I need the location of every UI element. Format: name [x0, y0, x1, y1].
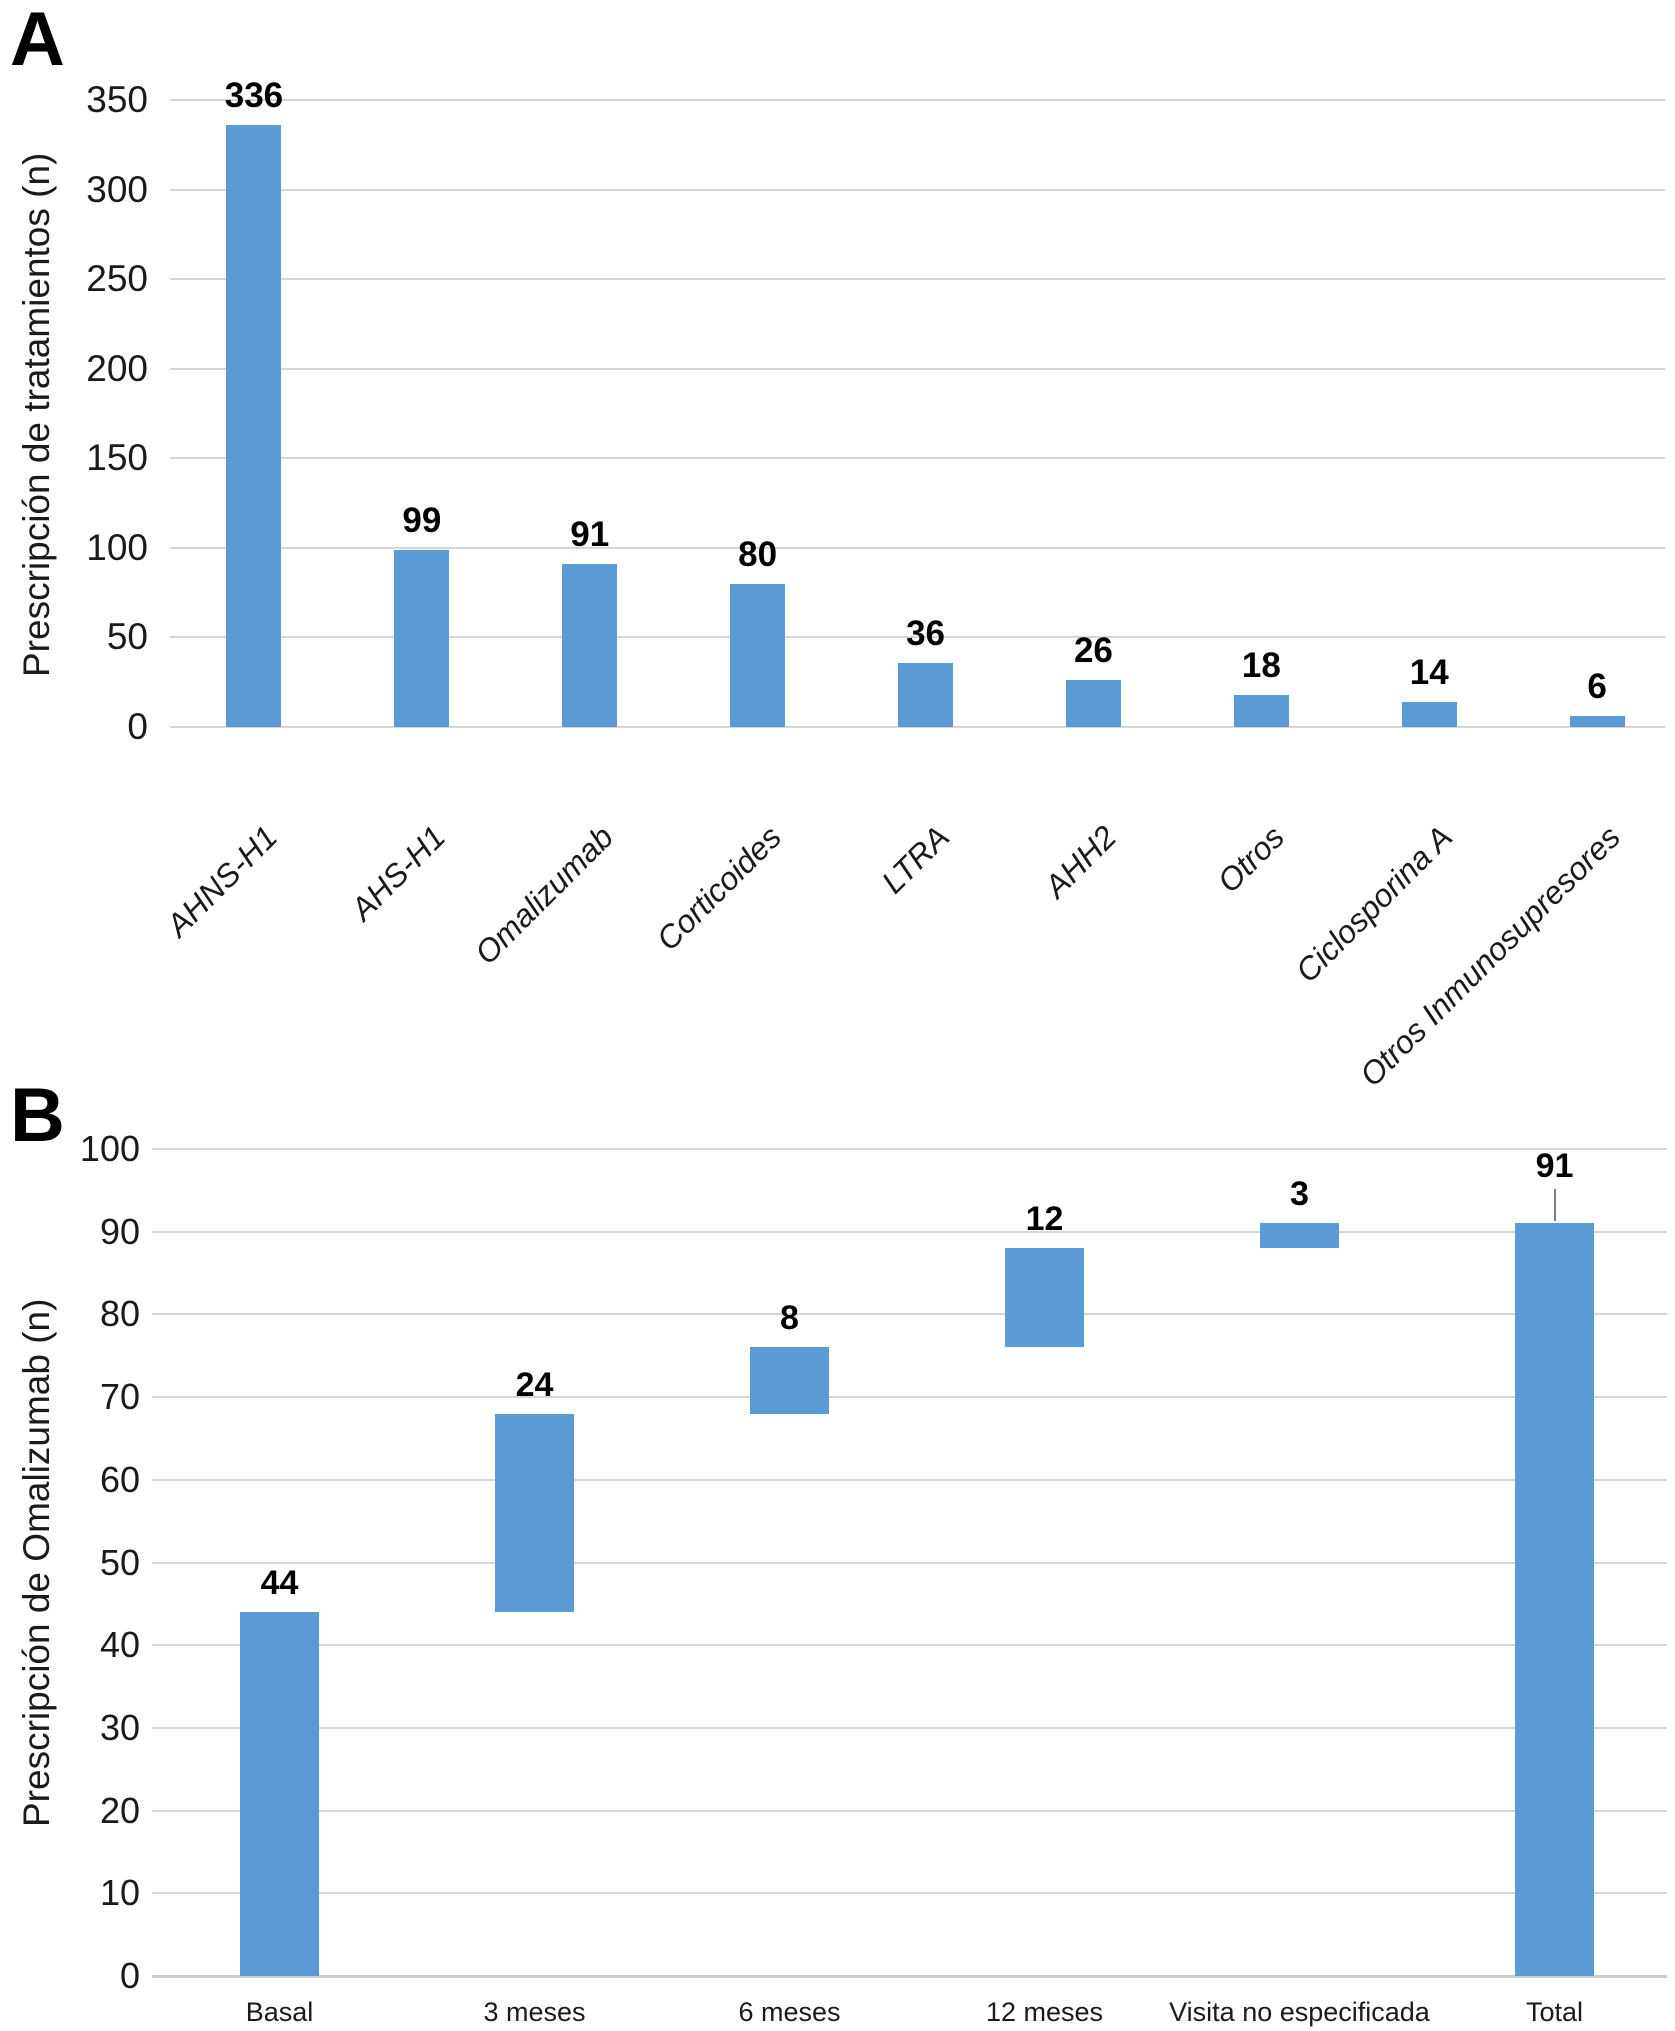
bar: [1515, 1223, 1594, 1976]
bar-value-label: 14: [1409, 652, 1449, 692]
y-axis-tick-label: 100: [86, 526, 148, 568]
y-axis-tick-label: 70: [99, 1376, 140, 1418]
bar: [240, 1612, 319, 1976]
bar: [562, 563, 618, 727]
gridline: [152, 1313, 1667, 1316]
y-axis-tick-label: 80: [99, 1293, 140, 1335]
gridline: [170, 367, 1665, 370]
bar-value-label: 80: [738, 534, 778, 574]
y-axis-tick-label: 250: [86, 258, 148, 300]
gridline: [170, 636, 1665, 639]
y-axis-tick-label: 50: [106, 616, 148, 658]
bar: [1005, 1248, 1084, 1348]
bar-value-label: 6: [1587, 667, 1607, 707]
bar: [495, 1413, 574, 1613]
gridline: [152, 1148, 1667, 1150]
panel-a-letter: A: [10, 0, 65, 82]
gridline: [170, 726, 1665, 728]
gridline: [170, 546, 1665, 549]
y-axis-tick-label: 10: [99, 1872, 140, 1914]
y-axis-tick-label: 150: [86, 437, 148, 479]
y-axis-tick-label: 60: [99, 1458, 140, 1500]
bar: [1401, 701, 1457, 727]
bar-value-label: 8: [780, 1299, 799, 1338]
gridline: [170, 188, 1665, 191]
gridline: [152, 1644, 1667, 1647]
gridline: [152, 1974, 1667, 1978]
bar-value-label: 36: [906, 613, 946, 653]
y-axis-tick-label: 0: [127, 706, 148, 747]
y-axis-tick-label: 90: [99, 1210, 140, 1252]
bar: [898, 662, 954, 727]
bar-value-label: 336: [224, 76, 284, 116]
y-axis-tick-label: 0: [119, 1955, 140, 1996]
category-axis-label: Total: [1525, 1997, 1584, 2027]
gridline: [170, 278, 1665, 281]
y-axis-tick-label: 300: [86, 168, 148, 210]
bar: [1260, 1223, 1339, 1249]
panel-b-letter: B: [10, 1073, 65, 1158]
y-axis-tick-label: 20: [99, 1789, 140, 1831]
bar: [1065, 680, 1121, 727]
y-axis-tick-label: 350: [86, 79, 148, 120]
bar-value-label: 99: [402, 500, 442, 540]
bar-value-label: 18: [1241, 645, 1281, 685]
category-axis-label: Basal: [245, 1997, 314, 2027]
bar-value-label: 3: [1290, 1175, 1309, 1214]
gridline: [152, 1396, 1667, 1399]
gridline: [152, 1230, 1667, 1233]
gridline: [170, 99, 1665, 101]
gridline: [152, 1478, 1667, 1481]
y-axis-tick-label: 100: [79, 1128, 140, 1169]
bar: [394, 549, 450, 727]
total-leader-line: [1553, 1189, 1556, 1222]
bar-value-label: 24: [515, 1365, 554, 1404]
bar: [226, 125, 282, 727]
bar: [1233, 694, 1289, 727]
category-axis-label: 6 meses: [738, 1997, 841, 2027]
bar-value-label: 91: [570, 514, 610, 554]
bar-value-label: 26: [1073, 631, 1113, 671]
category-axis-label: 12 meses: [985, 1997, 1104, 2027]
bar: [730, 583, 786, 727]
bar-value-label: 12: [1025, 1200, 1064, 1239]
bar: [750, 1347, 829, 1414]
bar-value-label: 91: [1535, 1147, 1574, 1186]
category-axis-label: Visita no especificada: [1169, 1997, 1430, 2027]
gridline: [152, 1561, 1667, 1564]
category-axis-label: 3 meses: [483, 1997, 586, 2027]
gridline: [152, 1809, 1667, 1812]
y-axis-tick-label: 30: [99, 1706, 140, 1748]
y-axis-tick-label: 40: [99, 1624, 140, 1666]
gridline: [170, 457, 1665, 460]
y-axis-tick-label: 200: [86, 347, 148, 389]
gridline: [152, 1892, 1667, 1895]
bar: [1569, 716, 1625, 727]
y-axis-tick-label: 50: [99, 1541, 140, 1583]
gridline: [152, 1726, 1667, 1729]
bar-value-label: 44: [260, 1564, 299, 1603]
